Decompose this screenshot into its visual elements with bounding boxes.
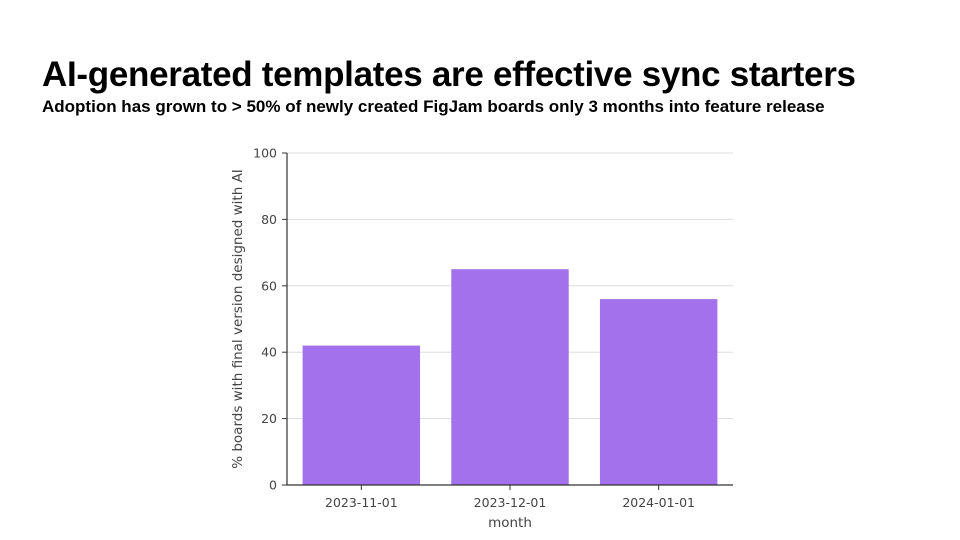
axes	[282, 152, 733, 490]
y-axis-label: % boards with final version designed wit…	[230, 169, 246, 469]
y-tick-label: 100	[253, 146, 277, 161]
x-tick-label: 2023-11-01	[325, 495, 398, 510]
slide-subtitle: Adoption has grown to > 50% of newly cre…	[42, 97, 825, 116]
tick-labels: 0 20 40 60 80 100 2023-11-01 2023-12-01 2024-01-…	[253, 146, 695, 511]
bar-2023-11-01	[302, 345, 421, 485]
x-tick-label: 2023-12-01	[474, 495, 547, 510]
x-tick-label: 2024-01-01	[622, 495, 695, 510]
slide-title: AI-generated templates are effective syn…	[42, 55, 856, 94]
bar-2023-12-01	[451, 269, 569, 485]
bar-2024-01-01	[599, 299, 718, 485]
bars	[302, 269, 718, 485]
y-tick-label: 0	[269, 478, 277, 493]
y-tick-label: 20	[261, 411, 277, 426]
y-tick-label: 40	[261, 345, 277, 360]
y-tick-label: 60	[261, 278, 277, 293]
x-axis-label: month	[488, 515, 532, 531]
y-tick-label: 80	[261, 212, 277, 227]
